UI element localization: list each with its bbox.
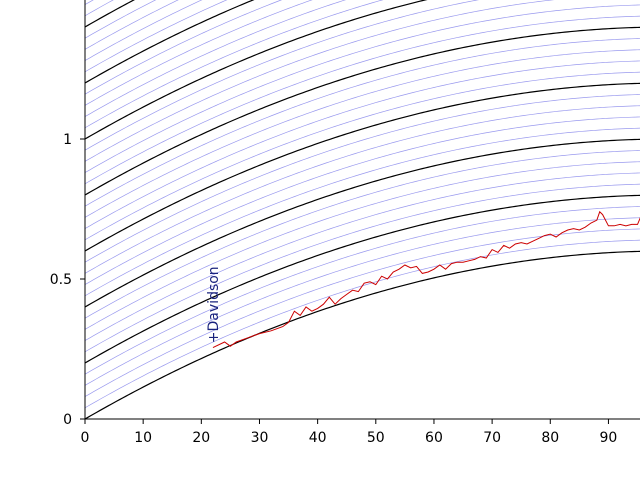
reference-curve-minor <box>84 206 640 375</box>
reference-curves <box>84 0 640 420</box>
reference-curve-major <box>84 138 640 308</box>
annotation-label: +Davidson <box>206 266 222 343</box>
x-tick-label: 80 <box>541 430 559 446</box>
y-tick-label: 1 <box>63 132 72 148</box>
reference-curve-major <box>84 82 640 252</box>
reference-curve-minor <box>84 0 313 106</box>
reference-curve-minor <box>84 116 640 285</box>
x-tick-label: 40 <box>309 430 327 446</box>
y-tick-label: 0 <box>63 412 72 428</box>
reference-curve-major <box>84 0 255 84</box>
reference-curve-minor <box>84 0 480 151</box>
series-line-0 <box>212 210 640 349</box>
reference-curve-minor <box>84 217 640 386</box>
reference-curve-minor <box>84 71 640 241</box>
reference-curve-minor <box>84 0 179 50</box>
x-tick-label: 20 <box>192 430 210 446</box>
reference-curve-minor <box>84 4 640 173</box>
reference-curve-minor <box>84 161 640 330</box>
reference-curve-minor <box>84 0 283 95</box>
data-series <box>212 210 640 349</box>
reference-curve-minor <box>84 0 347 117</box>
reference-curve-minor <box>84 0 114 17</box>
reference-curve-minor <box>84 127 640 297</box>
x-tick-label: 50 <box>367 430 385 446</box>
reference-curve-major <box>84 26 640 196</box>
reference-curve-minor <box>84 0 94 5</box>
reference-curve-minor <box>84 0 228 73</box>
reference-curve-major <box>84 0 136 28</box>
reference-curve-minor <box>84 0 203 61</box>
reference-curve-major <box>84 0 428 140</box>
reference-curve-minor <box>84 38 640 207</box>
reference-curve-minor <box>84 15 640 185</box>
x-tick-label: 10 <box>134 430 152 446</box>
x-tick-label: 70 <box>483 430 501 446</box>
reference-curve-major <box>84 250 640 420</box>
reference-curve-minor <box>84 49 640 218</box>
reference-curve-minor <box>84 183 640 353</box>
reference-curve-major <box>84 194 640 364</box>
x-tick-label: 90 <box>600 430 618 446</box>
reference-curve-minor <box>84 239 640 409</box>
reference-curve-minor <box>84 0 555 162</box>
x-tick-label: 30 <box>251 430 269 446</box>
reference-curve-minor <box>84 228 640 397</box>
y-tick-label: 0.5 <box>50 272 72 288</box>
reference-curve-minor <box>84 94 640 263</box>
reference-curve-minor <box>84 150 640 319</box>
axes: 0 10 20 30 40 50 60 70 80 90 0 0.5 1 <box>50 0 640 446</box>
annotations: +Davidson <box>206 266 222 343</box>
annotation: +Davidson <box>206 266 222 343</box>
x-tick-label: 0 <box>81 430 90 446</box>
reference-curve-minor <box>84 105 640 274</box>
reference-curve-minor <box>84 172 640 341</box>
reference-curve-minor <box>84 0 384 129</box>
reference-curve-minor <box>84 60 640 229</box>
x-tick-label: 60 <box>425 430 443 446</box>
